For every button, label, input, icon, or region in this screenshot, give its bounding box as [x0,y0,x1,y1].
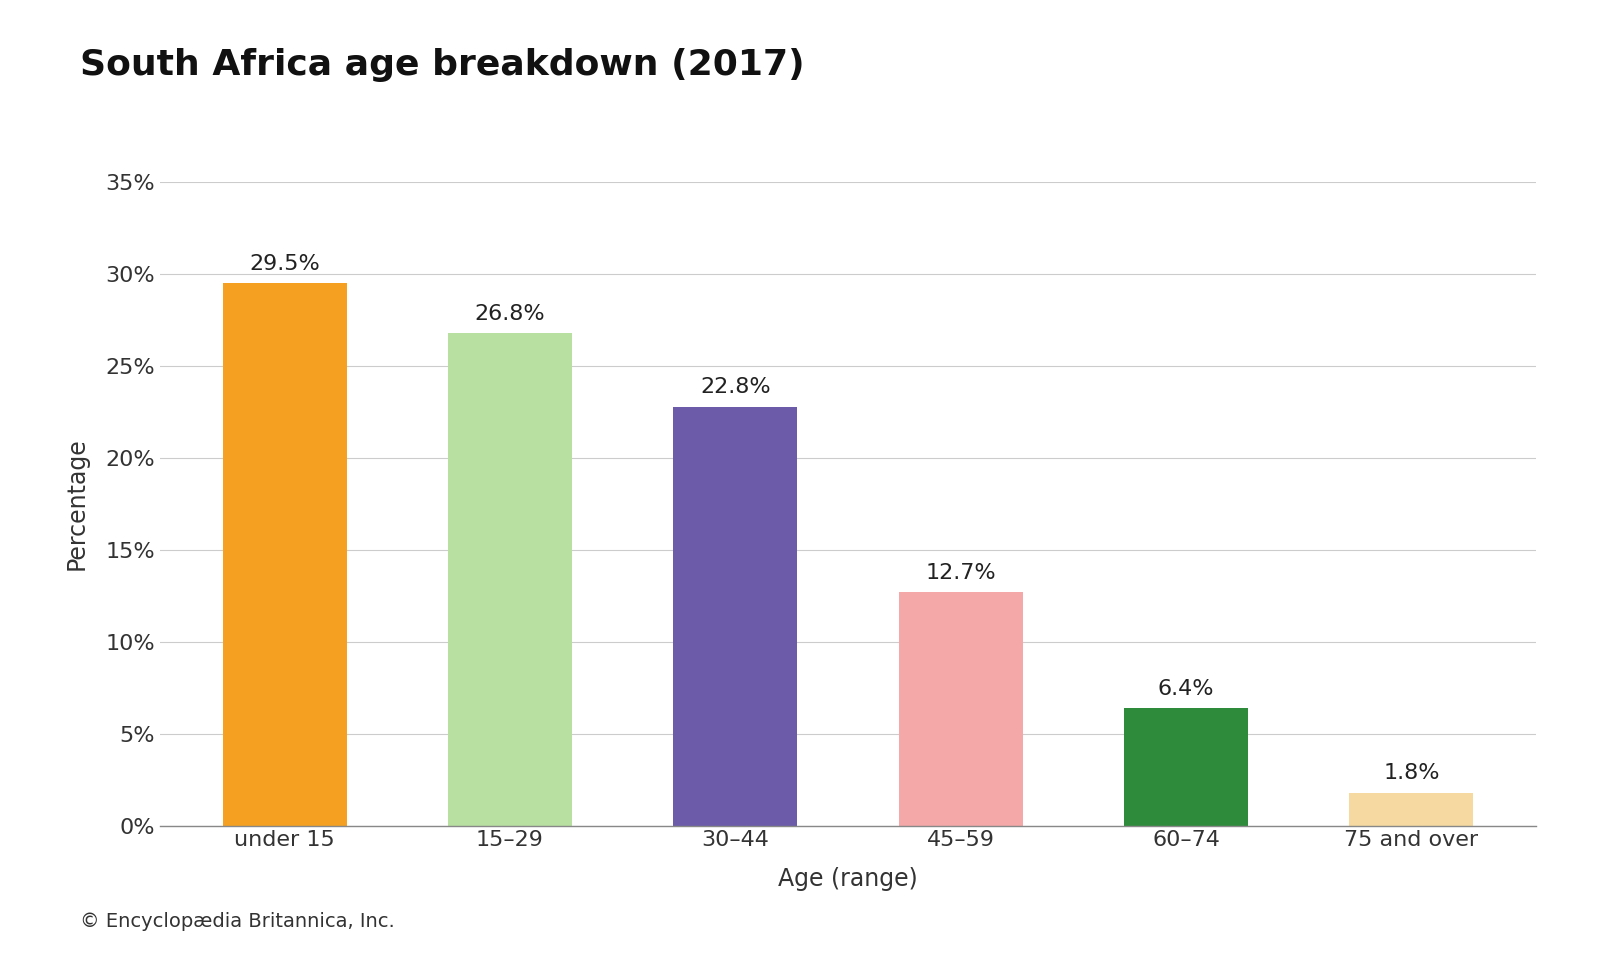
Text: 6.4%: 6.4% [1158,679,1214,699]
X-axis label: Age (range): Age (range) [778,867,918,891]
Text: 22.8%: 22.8% [699,377,771,397]
Text: 1.8%: 1.8% [1384,763,1440,783]
Text: 29.5%: 29.5% [250,254,320,275]
Text: © Encyclopædia Britannica, Inc.: © Encyclopædia Britannica, Inc. [80,912,395,931]
Bar [222,283,347,826]
Y-axis label: Percentage: Percentage [66,438,90,570]
Bar [1349,793,1474,826]
Bar [899,592,1022,826]
Bar [448,333,571,826]
Bar [674,407,797,826]
Text: 12.7%: 12.7% [925,563,997,583]
Text: South Africa age breakdown (2017): South Africa age breakdown (2017) [80,48,805,82]
Bar [1125,708,1248,826]
Text: 26.8%: 26.8% [475,304,546,324]
